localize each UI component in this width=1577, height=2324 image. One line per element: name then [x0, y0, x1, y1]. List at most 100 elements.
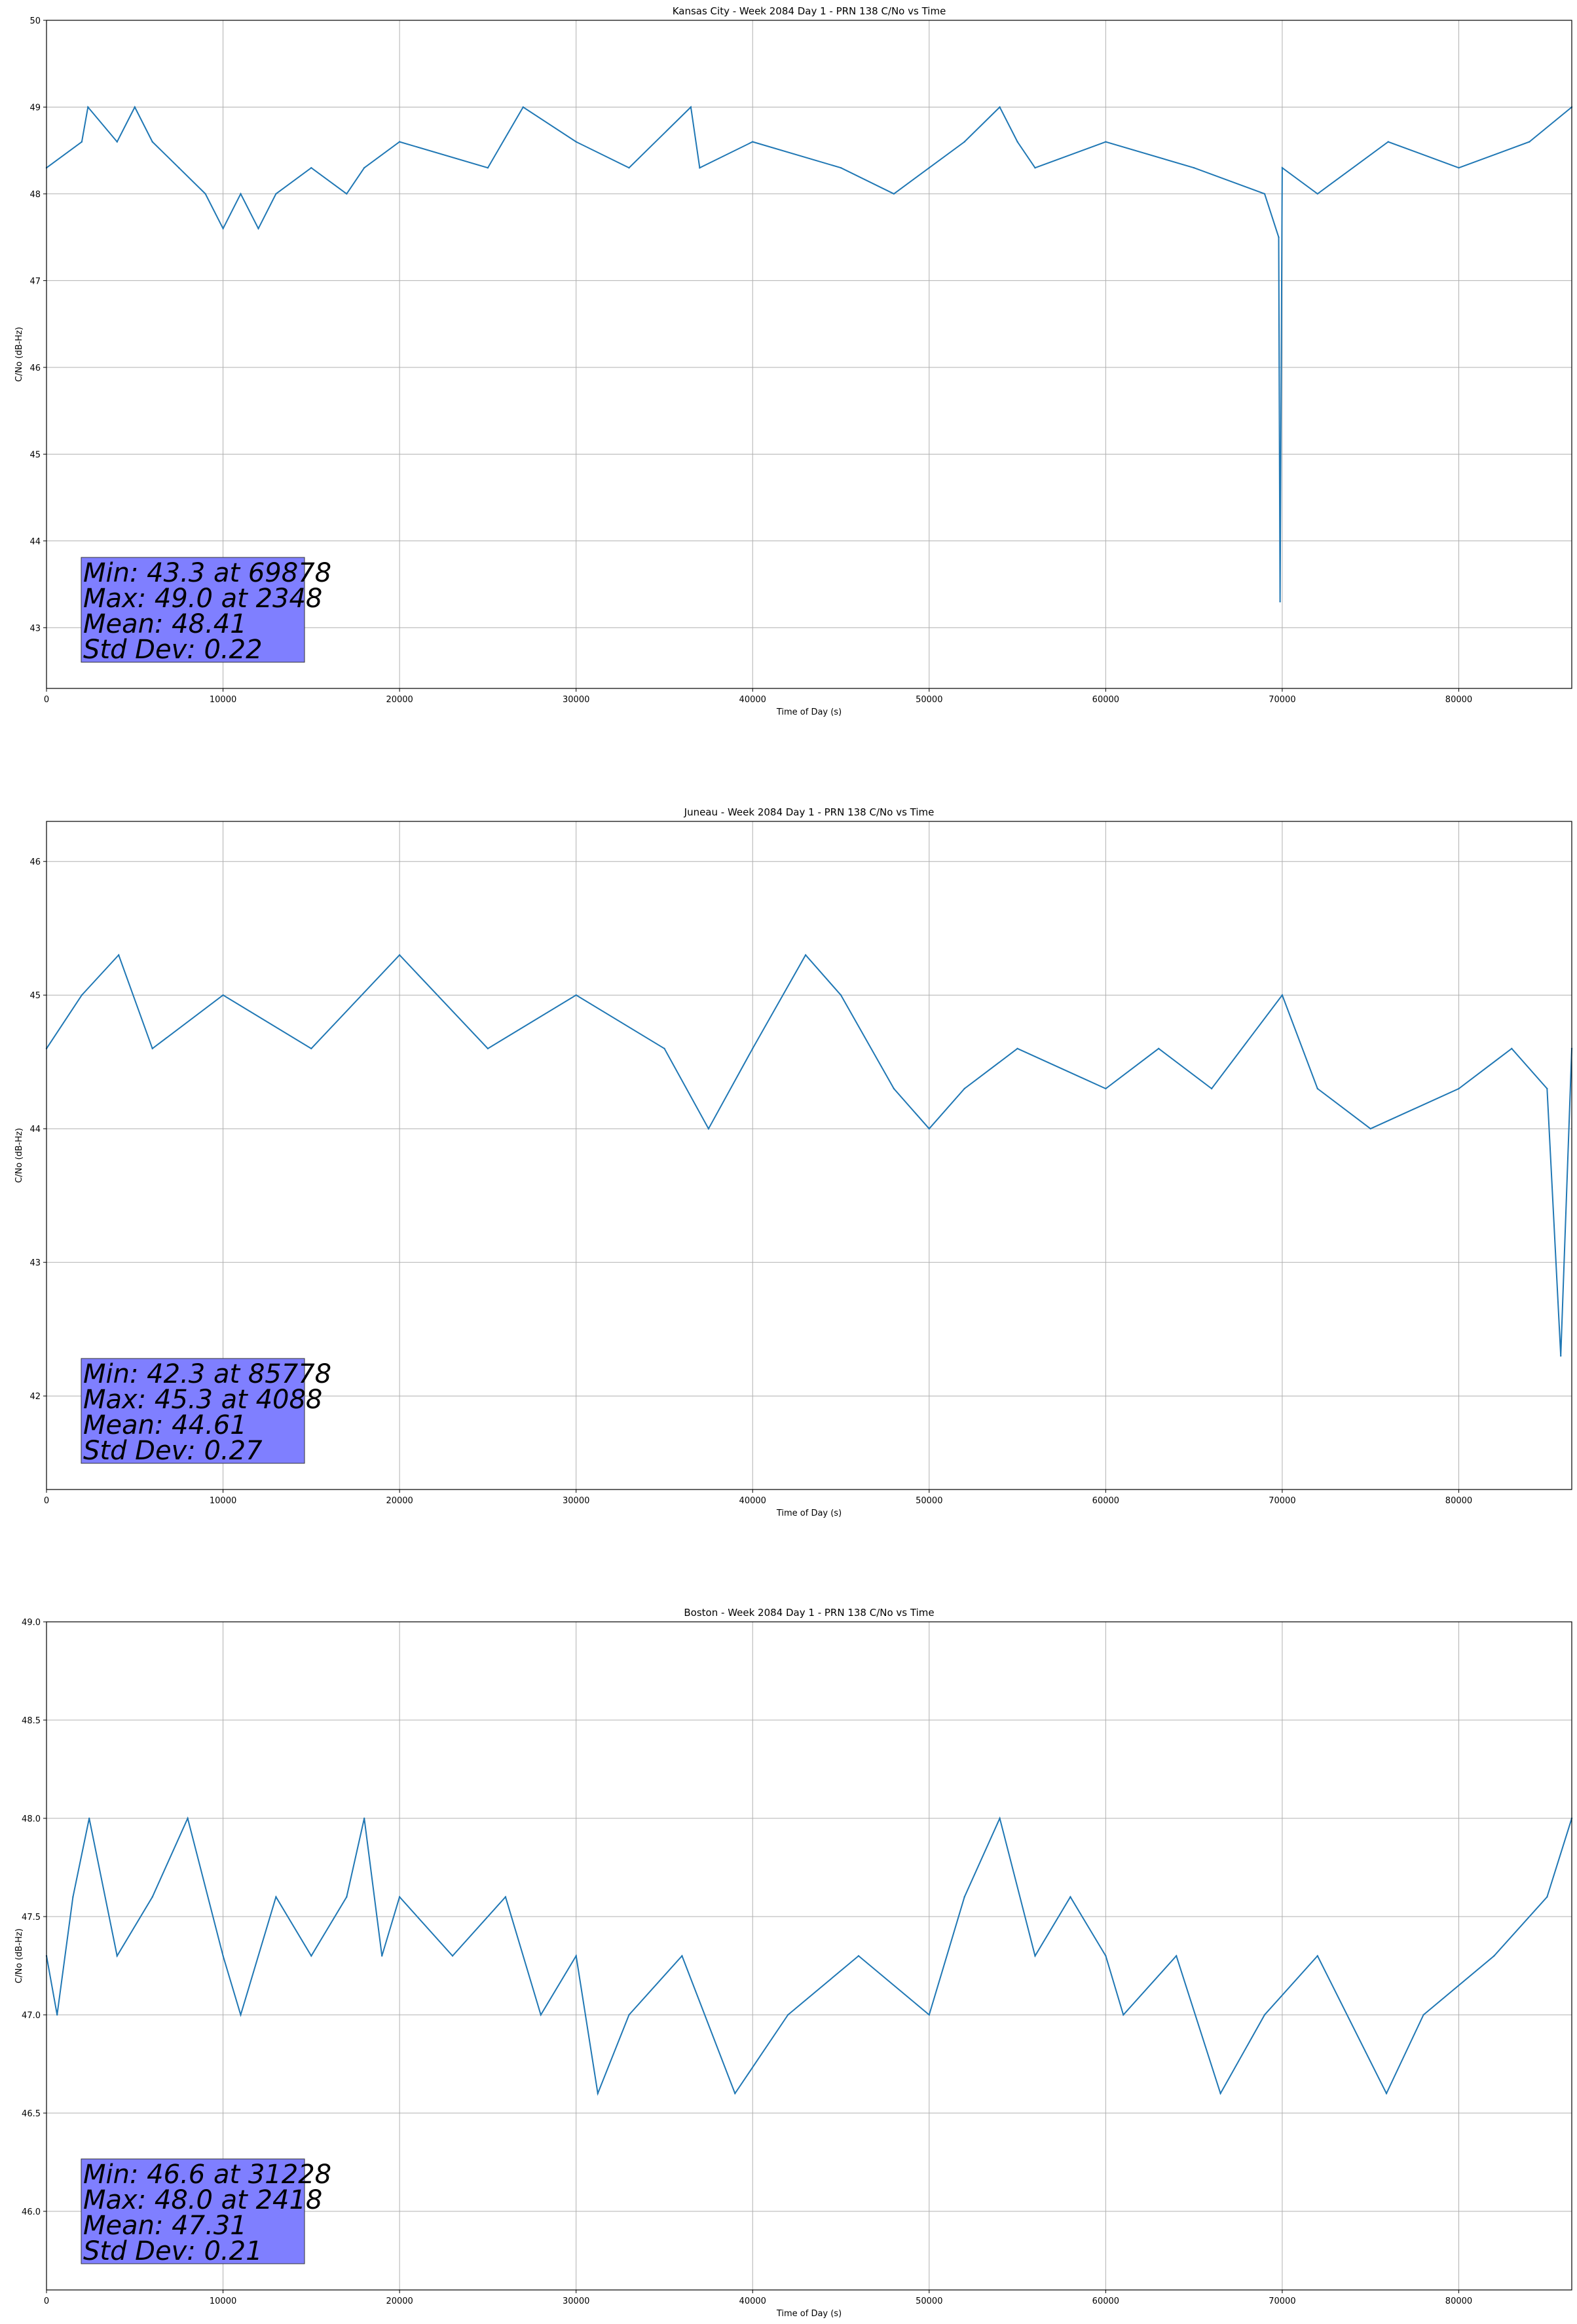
- data-point: [363, 167, 365, 169]
- x-tick-label: 80000: [1445, 695, 1472, 705]
- chart-panel-3: 0 10000 20000 30000 40000 50000 60000 70000 8000…: [14, 1607, 1573, 2319]
- stats-line: Min: 43.3 at 69878: [83, 558, 331, 588]
- series-line: [46, 954, 1572, 1357]
- x-tick-label: 80000: [1445, 2296, 1472, 2306]
- x-tick-label: 0: [44, 2296, 49, 2306]
- data-point: [451, 1955, 454, 1957]
- data-point: [88, 1817, 90, 1820]
- data-point: [116, 1955, 118, 1957]
- y-tick-label: 43: [29, 1258, 41, 1268]
- data-point: [381, 1955, 383, 1957]
- x-axis-label: Time of Day (s): [776, 707, 842, 717]
- data-point: [804, 954, 807, 956]
- data-point: [56, 2014, 58, 2016]
- data-point: [151, 1896, 153, 1898]
- data-point: [1387, 141, 1389, 143]
- data-point: [1105, 141, 1107, 143]
- data-point: [240, 2014, 242, 2016]
- data-point: [663, 1047, 665, 1050]
- data-point: [681, 1955, 683, 1957]
- data-point: [1034, 1955, 1036, 1957]
- data-point: [178, 167, 180, 169]
- stats-line: Max: 49.0 at 2348: [83, 584, 322, 614]
- x-tick-label: 70000: [1269, 695, 1295, 705]
- chart-title: Boston - Week 2084 Day 1 - PRN 138 C/No …: [684, 1607, 934, 1619]
- stats-box: [81, 557, 305, 663]
- data-point: [1016, 141, 1018, 143]
- data-point: [1529, 141, 1531, 143]
- y-tick-label: 44: [29, 1125, 41, 1134]
- stats-line: Std Dev: 0.22: [83, 635, 263, 665]
- data-point: [1069, 1896, 1071, 1898]
- data-point: [1122, 2014, 1124, 2016]
- data-point: [257, 227, 259, 230]
- stats-line: Min: 42.3 at 85778: [83, 1359, 331, 1389]
- data-point: [522, 106, 524, 108]
- data-point: [1493, 1955, 1495, 1957]
- y-tick-label: 46: [29, 364, 41, 373]
- data-point: [628, 2014, 630, 2016]
- x-tick-label: 30000: [563, 2296, 589, 2306]
- y-tick-label: 44: [29, 537, 41, 547]
- data-point: [1105, 1087, 1107, 1090]
- axes-frame: [46, 20, 1572, 689]
- x-axis-label: Time of Day (s): [776, 1509, 842, 1518]
- y-tick-label: 47.0: [22, 2011, 41, 2021]
- data-point: [1105, 1955, 1107, 1957]
- data-point: [1316, 1087, 1319, 1090]
- data-point: [187, 1817, 189, 1820]
- stats-line: Min: 46.6 at 31228: [83, 2160, 331, 2190]
- data-point: [928, 167, 931, 169]
- series-line: [46, 105, 1572, 602]
- data-point: [1263, 193, 1266, 195]
- x-tick-label: 50000: [916, 1496, 942, 1506]
- data-point: [1316, 193, 1319, 195]
- y-tick-label: 45: [29, 450, 41, 460]
- y-tick-label: 48.5: [22, 1716, 41, 1726]
- x-tick-label: 80000: [1445, 1496, 1472, 1506]
- data-point: [597, 2092, 599, 2095]
- y-tick-label: 50: [29, 16, 41, 26]
- data-point: [398, 141, 401, 143]
- data-point: [893, 1087, 895, 1090]
- x-tick-label: 70000: [1269, 2296, 1295, 2306]
- data-point: [222, 994, 224, 996]
- x-tick-label: 50000: [916, 2296, 942, 2306]
- chart-title: Kansas City - Week 2084 Day 1 - PRN 138 …: [673, 5, 946, 17]
- y-axis-label: C/No (dB-Hz): [14, 1128, 24, 1183]
- data-point: [1016, 1047, 1018, 1050]
- y-tick-label: 48: [29, 190, 41, 200]
- data-point: [1385, 2092, 1388, 2095]
- data-point: [893, 193, 895, 195]
- x-tick-label: 0: [44, 695, 49, 705]
- data-point: [346, 1896, 348, 1898]
- data-point: [1511, 1047, 1513, 1050]
- data-point: [1546, 1896, 1548, 1898]
- data-point: [1193, 167, 1195, 169]
- data-point: [857, 1955, 860, 1957]
- data-point: [928, 2014, 931, 2016]
- y-tick-label: 48.0: [22, 1814, 41, 1824]
- x-tick-label: 10000: [210, 1496, 236, 1506]
- x-tick-label: 10000: [210, 695, 236, 705]
- x-tick-label: 40000: [739, 1496, 766, 1506]
- data-point: [752, 1047, 754, 1050]
- y-tick-label: 46: [29, 857, 41, 867]
- data-point: [1210, 1087, 1213, 1090]
- x-tick-label: 30000: [563, 1496, 589, 1506]
- data-point: [1281, 167, 1284, 169]
- y-tick-label: 49: [29, 103, 41, 113]
- data-point: [840, 994, 842, 996]
- y-tick-label: 49.0: [22, 1618, 41, 1628]
- stats-line: Max: 48.0 at 2418: [83, 2185, 322, 2215]
- data-point: [1263, 2014, 1266, 2016]
- x-tick-label: 70000: [1269, 1496, 1295, 1506]
- stats-line: Mean: 44.61: [83, 1410, 247, 1440]
- data-point: [222, 227, 224, 230]
- data-point: [1458, 1087, 1460, 1090]
- y-tick-label: 42: [29, 1392, 41, 1402]
